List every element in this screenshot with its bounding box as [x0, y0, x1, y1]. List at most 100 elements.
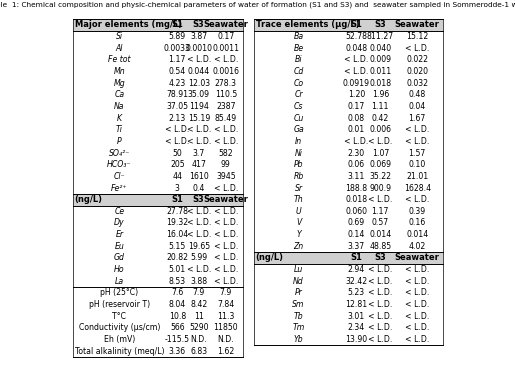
Text: < L.D.: < L.D.: [165, 125, 190, 134]
Text: P: P: [117, 137, 122, 146]
Text: N.D.: N.D.: [191, 335, 207, 344]
Text: 0.0010: 0.0010: [185, 44, 212, 53]
Text: Dy: Dy: [114, 219, 125, 228]
Text: 0.011: 0.011: [369, 67, 391, 76]
Text: Bi: Bi: [295, 55, 302, 64]
Text: 3: 3: [175, 184, 180, 192]
Text: < L.D.: < L.D.: [214, 242, 238, 251]
Text: Table  1: Chemical composition and physic-chemical parameters of water of format: Table 1: Chemical composition and physic…: [0, 2, 515, 8]
Text: La: La: [115, 277, 124, 286]
Text: Rb: Rb: [294, 172, 304, 181]
Text: 0.014: 0.014: [369, 230, 391, 239]
Text: Na: Na: [114, 102, 125, 111]
Text: 35.09: 35.09: [188, 90, 210, 99]
Text: 15.19: 15.19: [187, 114, 210, 123]
Text: < L.D.: < L.D.: [405, 277, 430, 286]
Text: Ce: Ce: [114, 207, 125, 216]
Text: Seawater: Seawater: [203, 195, 248, 204]
Text: 8.04: 8.04: [168, 300, 186, 309]
Text: 0.069: 0.069: [369, 160, 391, 169]
Text: S3: S3: [193, 20, 204, 30]
Text: 1610: 1610: [189, 172, 209, 181]
Text: 1.17: 1.17: [168, 55, 186, 64]
Text: 1.57: 1.57: [408, 149, 426, 157]
Text: 52.78: 52.78: [346, 32, 367, 41]
Text: 1.67: 1.67: [408, 114, 426, 123]
Text: HCO₃⁻: HCO₃⁻: [107, 160, 132, 169]
Text: 1.20: 1.20: [348, 90, 365, 99]
Text: Ni: Ni: [295, 149, 302, 157]
Text: 3.01: 3.01: [348, 312, 365, 321]
Text: 7.84: 7.84: [217, 300, 234, 309]
Text: 1.07: 1.07: [372, 149, 389, 157]
Text: 8.42: 8.42: [190, 300, 208, 309]
Text: 278.3: 278.3: [215, 79, 237, 88]
Text: Si: Si: [116, 32, 123, 41]
Text: 3.7: 3.7: [193, 149, 205, 157]
Text: 0.022: 0.022: [406, 55, 428, 64]
Text: Yb: Yb: [294, 335, 303, 344]
Text: -115.5: -115.5: [165, 335, 190, 344]
Text: 0.48: 0.48: [408, 90, 426, 99]
Text: < L.D.: < L.D.: [165, 137, 190, 146]
Text: 1.17: 1.17: [371, 207, 389, 216]
Text: 0.17: 0.17: [217, 32, 234, 41]
Text: S1: S1: [171, 195, 183, 204]
Text: < L.D.: < L.D.: [368, 277, 392, 286]
Text: < L.D.: < L.D.: [405, 300, 430, 309]
Text: < L.D.: < L.D.: [214, 253, 238, 263]
Text: < L.D.: < L.D.: [405, 323, 430, 332]
Text: Ti: Ti: [116, 125, 123, 134]
Text: 0.044: 0.044: [187, 67, 210, 76]
Text: < L.D.: < L.D.: [214, 277, 238, 286]
Text: Trace elements (µg/L): Trace elements (µg/L): [255, 20, 359, 30]
Text: pH (25°C): pH (25°C): [100, 288, 139, 297]
Text: Fe tot: Fe tot: [108, 55, 131, 64]
Text: < L.D.: < L.D.: [214, 137, 238, 146]
Text: Ga: Ga: [293, 125, 304, 134]
Text: Ho: Ho: [114, 265, 125, 274]
Text: 0.0011: 0.0011: [212, 44, 239, 53]
Text: Total alkalinity (meq/L): Total alkalinity (meq/L): [75, 346, 164, 356]
Text: Y: Y: [296, 230, 301, 239]
Text: 8.53: 8.53: [169, 277, 186, 286]
Text: 0.42: 0.42: [372, 114, 389, 123]
Text: Zn: Zn: [294, 242, 304, 251]
Text: Sm: Sm: [293, 300, 305, 309]
Text: 0.040: 0.040: [369, 44, 391, 53]
Text: S1: S1: [171, 20, 183, 30]
Text: 85.49: 85.49: [215, 114, 237, 123]
Text: Major elements (mg/L): Major elements (mg/L): [75, 20, 182, 30]
Text: 0.0919: 0.0919: [343, 79, 370, 88]
Text: T°C: T°C: [112, 312, 127, 321]
Text: 0.048: 0.048: [346, 44, 367, 53]
Text: 0.018: 0.018: [369, 79, 391, 88]
Text: < L.D.: < L.D.: [368, 323, 392, 332]
Text: Ca: Ca: [114, 90, 125, 99]
Text: 1.11: 1.11: [371, 102, 389, 111]
Text: 50: 50: [173, 149, 182, 157]
Text: 188.8: 188.8: [346, 184, 367, 192]
Text: 11850: 11850: [214, 323, 238, 332]
Text: 3945: 3945: [216, 172, 235, 181]
Text: 0.57: 0.57: [372, 219, 389, 228]
Text: < L.D.: < L.D.: [405, 137, 430, 146]
Text: 1628.4: 1628.4: [404, 184, 431, 192]
Text: 5.01: 5.01: [168, 265, 186, 274]
Text: Cu: Cu: [294, 114, 304, 123]
Text: 0.10: 0.10: [408, 160, 426, 169]
Text: 566: 566: [170, 323, 184, 332]
Text: S3: S3: [193, 195, 204, 204]
Bar: [254, 19, 443, 31]
Text: 0.54: 0.54: [168, 67, 186, 76]
Text: 0.0033: 0.0033: [164, 44, 191, 53]
Text: 13.90: 13.90: [346, 335, 367, 344]
Text: < L.D.: < L.D.: [186, 125, 211, 134]
Text: 2.30: 2.30: [348, 149, 365, 157]
Text: Seawater: Seawater: [395, 253, 440, 263]
Text: 7.6: 7.6: [171, 288, 183, 297]
Text: 7.9: 7.9: [220, 288, 232, 297]
Text: 11.3: 11.3: [217, 312, 234, 321]
Text: 19.65: 19.65: [187, 242, 210, 251]
Text: 900.9: 900.9: [369, 184, 391, 192]
